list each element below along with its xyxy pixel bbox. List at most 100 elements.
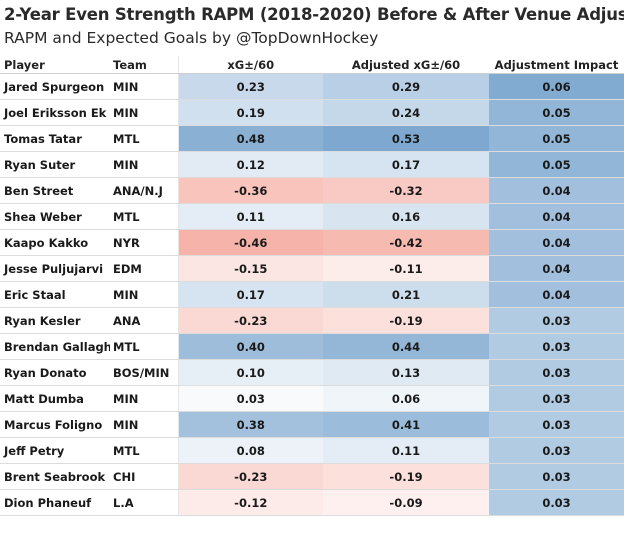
team-cell: BOS/MIN [110, 359, 179, 386]
xg-cell: -0.23 [178, 307, 323, 334]
player-cell: Brent Seabrook [0, 463, 110, 490]
player-cell: Jesse Puljujarvi [0, 255, 110, 282]
adjustment-impact-cell: 0.03 [489, 489, 624, 516]
player-cell: Eric Staal [0, 281, 110, 308]
table-row: Jared Spurgeon MIN 0.23 0.29 0.06 [0, 73, 624, 100]
table-row: Shea Weber MTL 0.11 0.16 0.04 [0, 203, 624, 230]
adjustment-impact-cell: 0.03 [489, 463, 624, 490]
team-cell: ANA [110, 307, 179, 334]
table-row: Brendan Gallagh.. MTL 0.40 0.44 0.03 [0, 333, 624, 360]
adjustment-impact-cell: 0.06 [489, 73, 624, 100]
xg-cell: 0.12 [178, 151, 323, 178]
header-adjustment-impact: Adjustment Impact [489, 56, 624, 74]
xg-cell: 0.10 [178, 359, 323, 386]
table-row: Jeff Petry MTL 0.08 0.11 0.03 [0, 437, 624, 464]
table-row: Eric Staal MIN 0.17 0.21 0.04 [0, 281, 624, 308]
adjustment-impact-cell: 0.05 [489, 99, 624, 126]
adjusted-xg-cell: -0.42 [323, 229, 489, 256]
team-cell: NYR [110, 229, 179, 256]
table-row: Ryan Donato BOS/MIN 0.10 0.13 0.03 [0, 359, 624, 386]
team-cell: EDM [110, 255, 179, 282]
team-cell: MIN [110, 411, 179, 438]
team-cell: ANA/N.J [110, 177, 179, 204]
rapm-table: Player Team xG±/60 Adjusted xG±/60 Adjus… [0, 56, 624, 516]
adjusted-xg-cell: 0.16 [323, 203, 489, 230]
team-cell: MTL [110, 125, 179, 152]
adjusted-xg-cell: -0.19 [323, 463, 489, 490]
table-body: Jared Spurgeon MIN 0.23 0.29 0.06 Joel Erikss… [0, 73, 624, 516]
adjustment-impact-cell: 0.04 [489, 229, 624, 256]
adjusted-xg-cell: 0.06 [323, 385, 489, 412]
xg-cell: 0.03 [178, 385, 323, 412]
player-cell: Jared Spurgeon [0, 73, 110, 100]
header-adjusted-xg: Adjusted xG±/60 [323, 56, 489, 74]
table-row: Matt Dumba MIN 0.03 0.06 0.03 [0, 385, 624, 412]
adjusted-xg-cell: -0.19 [323, 307, 489, 334]
team-cell: L.A [110, 489, 179, 516]
player-cell: Tomas Tatar [0, 125, 110, 152]
adjustment-impact-cell: 0.05 [489, 151, 624, 178]
xg-cell: 0.38 [178, 411, 323, 438]
player-cell: Jeff Petry [0, 437, 110, 464]
adjusted-xg-cell: 0.13 [323, 359, 489, 386]
player-cell: Brendan Gallagh.. [0, 333, 110, 360]
team-cell: MTL [110, 203, 179, 230]
adjusted-xg-cell: 0.44 [323, 333, 489, 360]
player-cell: Ryan Suter [0, 151, 110, 178]
player-cell: Joel Eriksson Ek [0, 99, 110, 126]
adjusted-xg-cell: 0.29 [323, 73, 489, 100]
adjustment-impact-cell: 0.05 [489, 125, 624, 152]
adjustment-impact-cell: 0.03 [489, 437, 624, 464]
adjusted-xg-cell: 0.11 [323, 437, 489, 464]
adjusted-xg-cell: 0.17 [323, 151, 489, 178]
header-team: Team [110, 56, 179, 74]
team-cell: MIN [110, 99, 179, 126]
xg-cell: 0.11 [178, 203, 323, 230]
player-cell: Dion Phaneuf [0, 489, 110, 516]
table-row: Kaapo Kakko NYR -0.46 -0.42 0.04 [0, 229, 624, 256]
table-row: Dion Phaneuf L.A -0.12 -0.09 0.03 [0, 489, 624, 516]
team-cell: MIN [110, 151, 179, 178]
adjusted-xg-cell: 0.21 [323, 281, 489, 308]
team-cell: MIN [110, 281, 179, 308]
adjusted-xg-cell: -0.32 [323, 177, 489, 204]
player-cell: Ryan Donato [0, 359, 110, 386]
xg-cell: 0.48 [178, 125, 323, 152]
adjustment-impact-cell: 0.04 [489, 203, 624, 230]
adjusted-xg-cell: 0.41 [323, 411, 489, 438]
adjustment-impact-cell: 0.03 [489, 307, 624, 334]
table-row: Joel Eriksson Ek MIN 0.19 0.24 0.05 [0, 99, 624, 126]
table-row: Ryan Kesler ANA -0.23 -0.19 0.03 [0, 307, 624, 334]
header-xg: xG±/60 [178, 56, 323, 74]
xg-cell: 0.40 [178, 333, 323, 360]
adjustment-impact-cell: 0.04 [489, 281, 624, 308]
xg-cell: -0.46 [178, 229, 323, 256]
xg-cell: -0.36 [178, 177, 323, 204]
xg-cell: -0.23 [178, 463, 323, 490]
table-row: Marcus Foligno MIN 0.38 0.41 0.03 [0, 411, 624, 438]
player-cell: Ben Street [0, 177, 110, 204]
chart-subtitle: RAPM and Expected Goals by @TopDownHocke… [4, 29, 379, 47]
team-cell: MTL [110, 333, 179, 360]
player-cell: Marcus Foligno [0, 411, 110, 438]
adjustment-impact-cell: 0.04 [489, 255, 624, 282]
player-cell: Shea Weber [0, 203, 110, 230]
adjusted-xg-cell: 0.24 [323, 99, 489, 126]
table-row: Jesse Puljujarvi EDM -0.15 -0.11 0.04 [0, 255, 624, 282]
adjustment-impact-cell: 0.03 [489, 411, 624, 438]
chart-title: 2-Year Even Strength RAPM (2018-2020) Be… [4, 5, 624, 24]
table-row: Ben Street ANA/N.J -0.36 -0.32 0.04 [0, 177, 624, 204]
table-row: Tomas Tatar MTL 0.48 0.53 0.05 [0, 125, 624, 152]
header-player: Player [0, 56, 110, 74]
adjusted-xg-cell: 0.53 [323, 125, 489, 152]
adjustment-impact-cell: 0.03 [489, 333, 624, 360]
team-cell: MTL [110, 437, 179, 464]
adjustment-impact-cell: 0.04 [489, 177, 624, 204]
xg-cell: 0.23 [178, 73, 323, 100]
team-cell: MIN [110, 73, 179, 100]
player-cell: Kaapo Kakko [0, 229, 110, 256]
table-row: Brent Seabrook CHI -0.23 -0.19 0.03 [0, 463, 624, 490]
xg-cell: -0.15 [178, 255, 323, 282]
adjusted-xg-cell: -0.09 [323, 489, 489, 516]
team-cell: CHI [110, 463, 179, 490]
